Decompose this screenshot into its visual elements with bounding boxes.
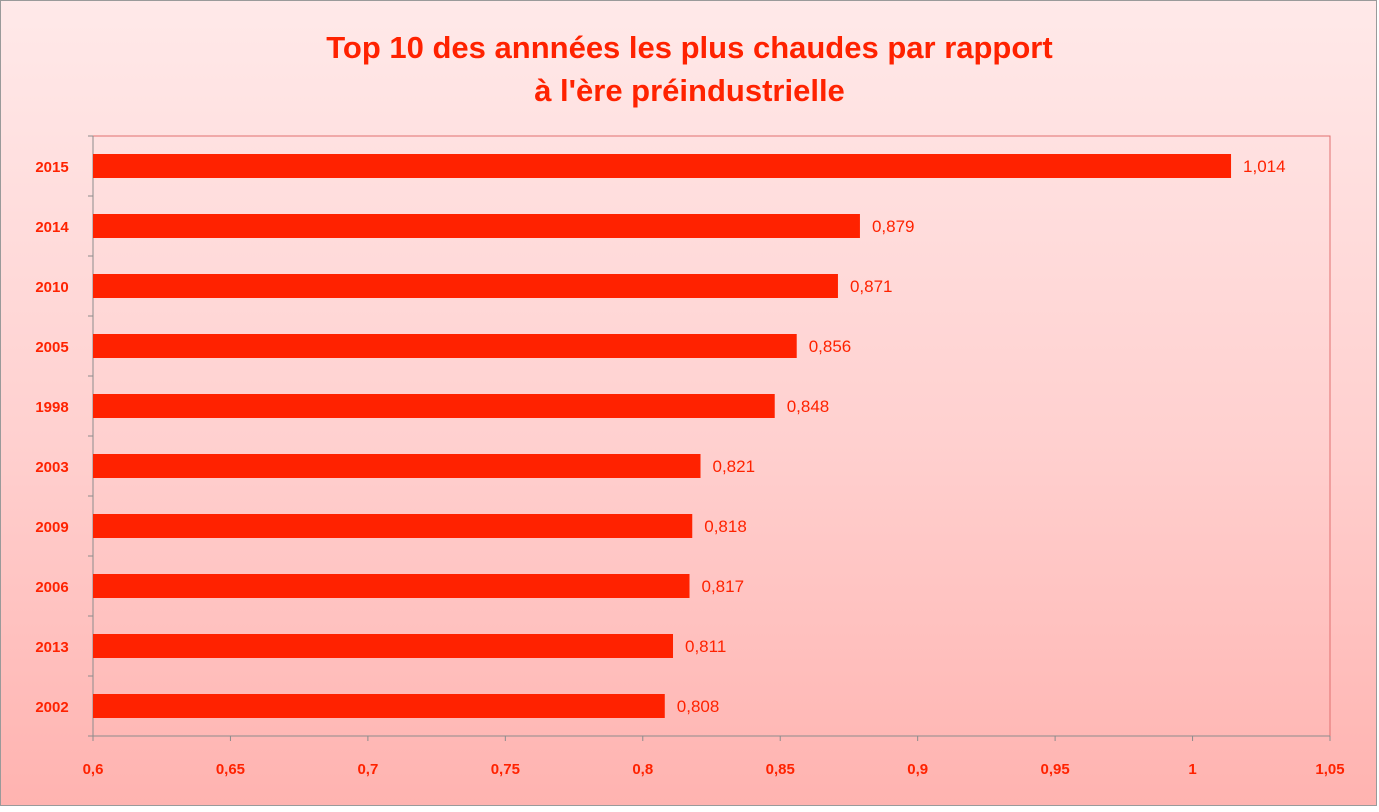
x-tick-label: 0,75 — [491, 761, 520, 778]
x-tick-label: 1 — [1188, 761, 1196, 778]
chart-title: Top 10 des annnées les plus chaudes par … — [0, 26, 1379, 112]
bar-2005 — [93, 334, 797, 358]
data-label: 0,811 — [685, 637, 726, 656]
x-tick-label: 0,9 — [907, 761, 928, 778]
x-tick-label: 0,8 — [632, 761, 653, 778]
data-label: 0,818 — [704, 517, 747, 536]
bars — [93, 154, 1232, 718]
y-category-label: 2009 — [35, 519, 68, 536]
data-label: 0,879 — [872, 217, 915, 236]
x-tick-label: 1,05 — [1315, 761, 1344, 778]
bar-2010 — [93, 274, 838, 298]
x-tick-label: 0,7 — [357, 761, 378, 778]
y-category-label: 2013 — [35, 639, 68, 656]
labels: 2015 1,014 2014 0,879 2010 0,871 2005 0,856 1998… — [35, 157, 1285, 716]
y-category-label: 2006 — [35, 579, 68, 596]
data-label: 0,848 — [787, 397, 830, 416]
data-label: 0,856 — [809, 337, 852, 356]
y-category-label: 2010 — [35, 279, 68, 296]
y-category-label: 1998 — [35, 399, 68, 416]
x-tick-label: 0,6 — [83, 761, 104, 778]
bar-2009 — [93, 514, 693, 538]
x-tick-label: 0,85 — [766, 761, 795, 778]
x-tick-label: 0,95 — [1041, 761, 1070, 778]
data-label: 0,821 — [713, 457, 756, 476]
data-label: 0,871 — [850, 277, 893, 296]
y-category-label: 2015 — [35, 159, 68, 176]
bar-2002 — [93, 694, 665, 718]
data-label: 0,808 — [677, 697, 720, 716]
y-category-label: 2014 — [35, 219, 69, 236]
x-tick-label: 0,65 — [216, 761, 245, 778]
bar-2003 — [93, 454, 701, 478]
data-label: 1,014 — [1243, 157, 1286, 176]
bar-2013 — [93, 634, 674, 658]
bar-2014 — [93, 214, 860, 238]
bar-2006 — [93, 574, 690, 598]
chart-title-line-1: Top 10 des annnées les plus chaudes par … — [326, 30, 1053, 65]
y-category-label: 2005 — [35, 339, 68, 356]
bar-1998 — [93, 394, 775, 418]
y-category-label: 2003 — [35, 459, 68, 476]
chart-title-line-2: à l'ère préindustrielle — [534, 73, 845, 108]
bar-2015 — [93, 154, 1232, 178]
data-label: 0,817 — [702, 577, 745, 596]
y-category-label: 2002 — [35, 699, 68, 716]
